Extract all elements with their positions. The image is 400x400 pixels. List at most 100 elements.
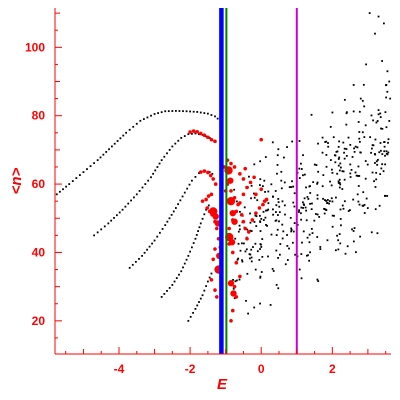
x-tick-label: 0: [258, 362, 265, 376]
scatter-point: [239, 210, 241, 213]
scatter-point: [337, 164, 340, 167]
scatter-point: [353, 227, 356, 229]
scatter-point: [278, 211, 281, 214]
scatter-point: [272, 270, 275, 272]
curve-point: [201, 217, 204, 220]
scatter-point: [302, 230, 305, 233]
scatter-point: [294, 253, 297, 256]
scatter-point: [290, 230, 293, 233]
curve-point: [150, 176, 152, 179]
red-point: [261, 202, 265, 207]
scatter-point: [336, 234, 339, 237]
scatter-point: [353, 150, 356, 153]
curve-point: [189, 250, 192, 253]
scatter-point: [277, 257, 279, 259]
scatter-point: [374, 208, 377, 211]
scatter-point: [291, 140, 294, 143]
red-point: [191, 129, 196, 133]
scatter-point: [244, 250, 247, 253]
scatter-point: [359, 97, 362, 100]
scatter-point: [308, 259, 311, 262]
curve-point: [127, 202, 130, 205]
curve-point: [82, 171, 85, 174]
scatter-point: [374, 186, 377, 188]
scatter-point: [259, 178, 262, 181]
scatter-point: [253, 196, 256, 199]
scatter-point: [243, 242, 245, 245]
curve-point: [185, 110, 188, 113]
scatter-point: [345, 154, 348, 157]
scatter-point: [363, 136, 366, 138]
curve-point: [180, 137, 183, 139]
scatter-point: [278, 220, 280, 223]
scatter-point: [328, 200, 331, 202]
curve-point: [166, 220, 169, 223]
scatter-point: [239, 249, 242, 252]
scatter-point: [331, 214, 334, 217]
red-point: [211, 257, 216, 262]
scatter-point: [247, 312, 249, 315]
red-point: [209, 192, 214, 197]
scatter-point: [375, 160, 378, 163]
curve-point: [93, 234, 96, 237]
scatter-point: [376, 232, 379, 235]
curve-point: [75, 177, 78, 179]
scatter-point: [362, 205, 365, 207]
red-point-large: [212, 213, 219, 220]
scatter-point: [306, 236, 309, 239]
y-tick-label: 60: [32, 177, 46, 191]
curve-point: [198, 133, 200, 136]
scatter-point: [357, 165, 360, 168]
scatter-point: [303, 204, 305, 206]
curve-point: [190, 246, 193, 249]
curve-point: [206, 112, 209, 115]
scatter-point: [276, 164, 279, 166]
scatter-point: [276, 228, 279, 231]
scatter-point: [302, 174, 304, 177]
red-point: [213, 139, 217, 144]
scatter-point: [323, 212, 326, 215]
scatter-point: [356, 193, 359, 196]
y-axis-title: <n>: [8, 167, 25, 194]
red-point: [214, 295, 219, 299]
curve-point: [197, 230, 200, 232]
scatter-point: [341, 170, 344, 173]
scatter-point: [253, 221, 256, 223]
curve-point: [143, 251, 146, 254]
scatter-point: [337, 158, 340, 160]
scatter-point: [249, 253, 252, 256]
curve-point: [192, 110, 195, 113]
red-point-large: [226, 196, 236, 206]
scatter-point: [309, 202, 311, 205]
curve-point: [160, 111, 163, 114]
scatter-point: [275, 204, 278, 207]
scatter-point: [259, 184, 261, 186]
scatter-point: [352, 110, 355, 113]
scatter-point: [326, 202, 328, 205]
scatter-point: [286, 234, 288, 236]
scatter-point: [275, 249, 278, 252]
scatter-point: [359, 151, 362, 154]
red-point: [206, 170, 210, 175]
x-tick-label: -4: [114, 362, 125, 376]
curve-point: [168, 148, 171, 151]
curve-point: [198, 226, 201, 229]
curve-point: [190, 132, 193, 135]
curve-point: [116, 140, 119, 142]
scatter-point: [337, 182, 340, 184]
scatter-point: [241, 260, 244, 263]
scatter-point: [354, 171, 357, 174]
scatter-point: [347, 136, 350, 139]
curve-point: [163, 155, 166, 158]
curve-point: [110, 145, 113, 148]
scatter-point: [300, 277, 303, 280]
red-point-large: [227, 177, 234, 184]
scatter-point: [373, 153, 376, 155]
scatter-point: [290, 186, 293, 188]
scatter-point: [253, 163, 256, 166]
scatter-point: [292, 185, 295, 188]
scatter-point: [300, 218, 303, 221]
curve-point: [210, 114, 213, 116]
scatter-point: [346, 245, 349, 248]
scatter-point: [337, 145, 340, 148]
